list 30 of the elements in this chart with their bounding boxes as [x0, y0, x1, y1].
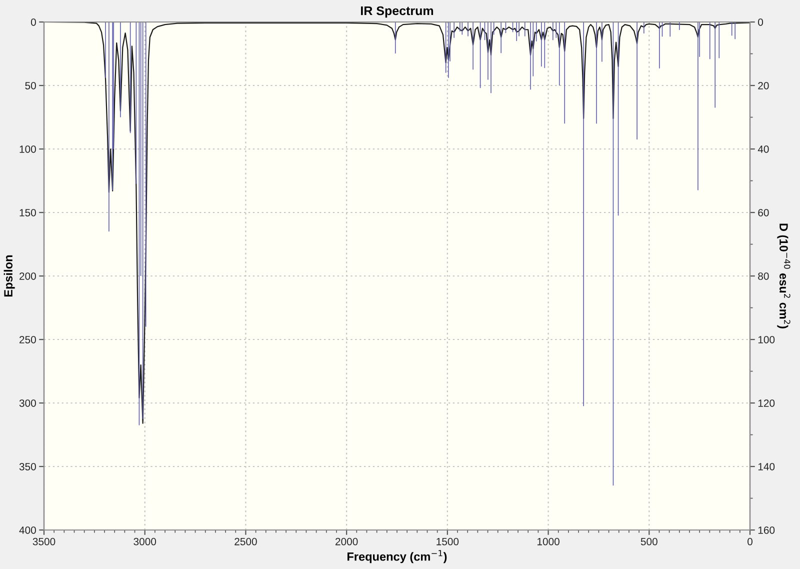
y2-axis-title: D (10$^{−40}$ esu$^{2}$ cm$^{2}$): [777, 224, 790, 328]
y2-tick-label: 0: [758, 18, 764, 26]
y2-tick-label: 120: [758, 400, 775, 407]
y-axis-title: Epsilon: [4, 255, 15, 297]
x-tick-label: 1500: [436, 538, 459, 546]
x-tick-label: 3500: [32, 538, 56, 546]
y-tick-label: 350: [19, 463, 36, 470]
x-axis-title: Frequency (cm$^{−1}$): [348, 550, 447, 564]
y-tick-label: 50: [25, 82, 36, 90]
y-tick-label: 100: [20, 146, 36, 153]
y2-tick-label: 60: [758, 209, 769, 216]
y2-tick-label: 140: [758, 463, 775, 470]
y-tick-label: 300: [19, 400, 36, 407]
x-tick-label: 1000: [537, 538, 560, 546]
x-tick-label: 3000: [134, 538, 156, 546]
y-tick-label: 200: [20, 272, 36, 280]
y2-tick-label: 100: [758, 336, 775, 344]
y-tick-label: 150: [20, 209, 36, 216]
y2-tick-label: 40: [758, 146, 769, 153]
y-tick-label: 250: [20, 336, 36, 344]
x-tick-label: 2000: [336, 538, 358, 546]
y2-tick-label: 160: [758, 526, 775, 534]
y-tick-label: 400: [19, 526, 36, 534]
x-tick-label: 2500: [234, 538, 257, 546]
x-tick-label: 500: [640, 538, 658, 546]
chart-title: IR Spectrum: [361, 6, 434, 18]
y2-tick-label: 20: [758, 82, 769, 90]
y2-tick-label: 80: [758, 272, 769, 280]
y-tick-label: 0: [30, 18, 36, 26]
x-tick-label: 0: [748, 538, 752, 546]
